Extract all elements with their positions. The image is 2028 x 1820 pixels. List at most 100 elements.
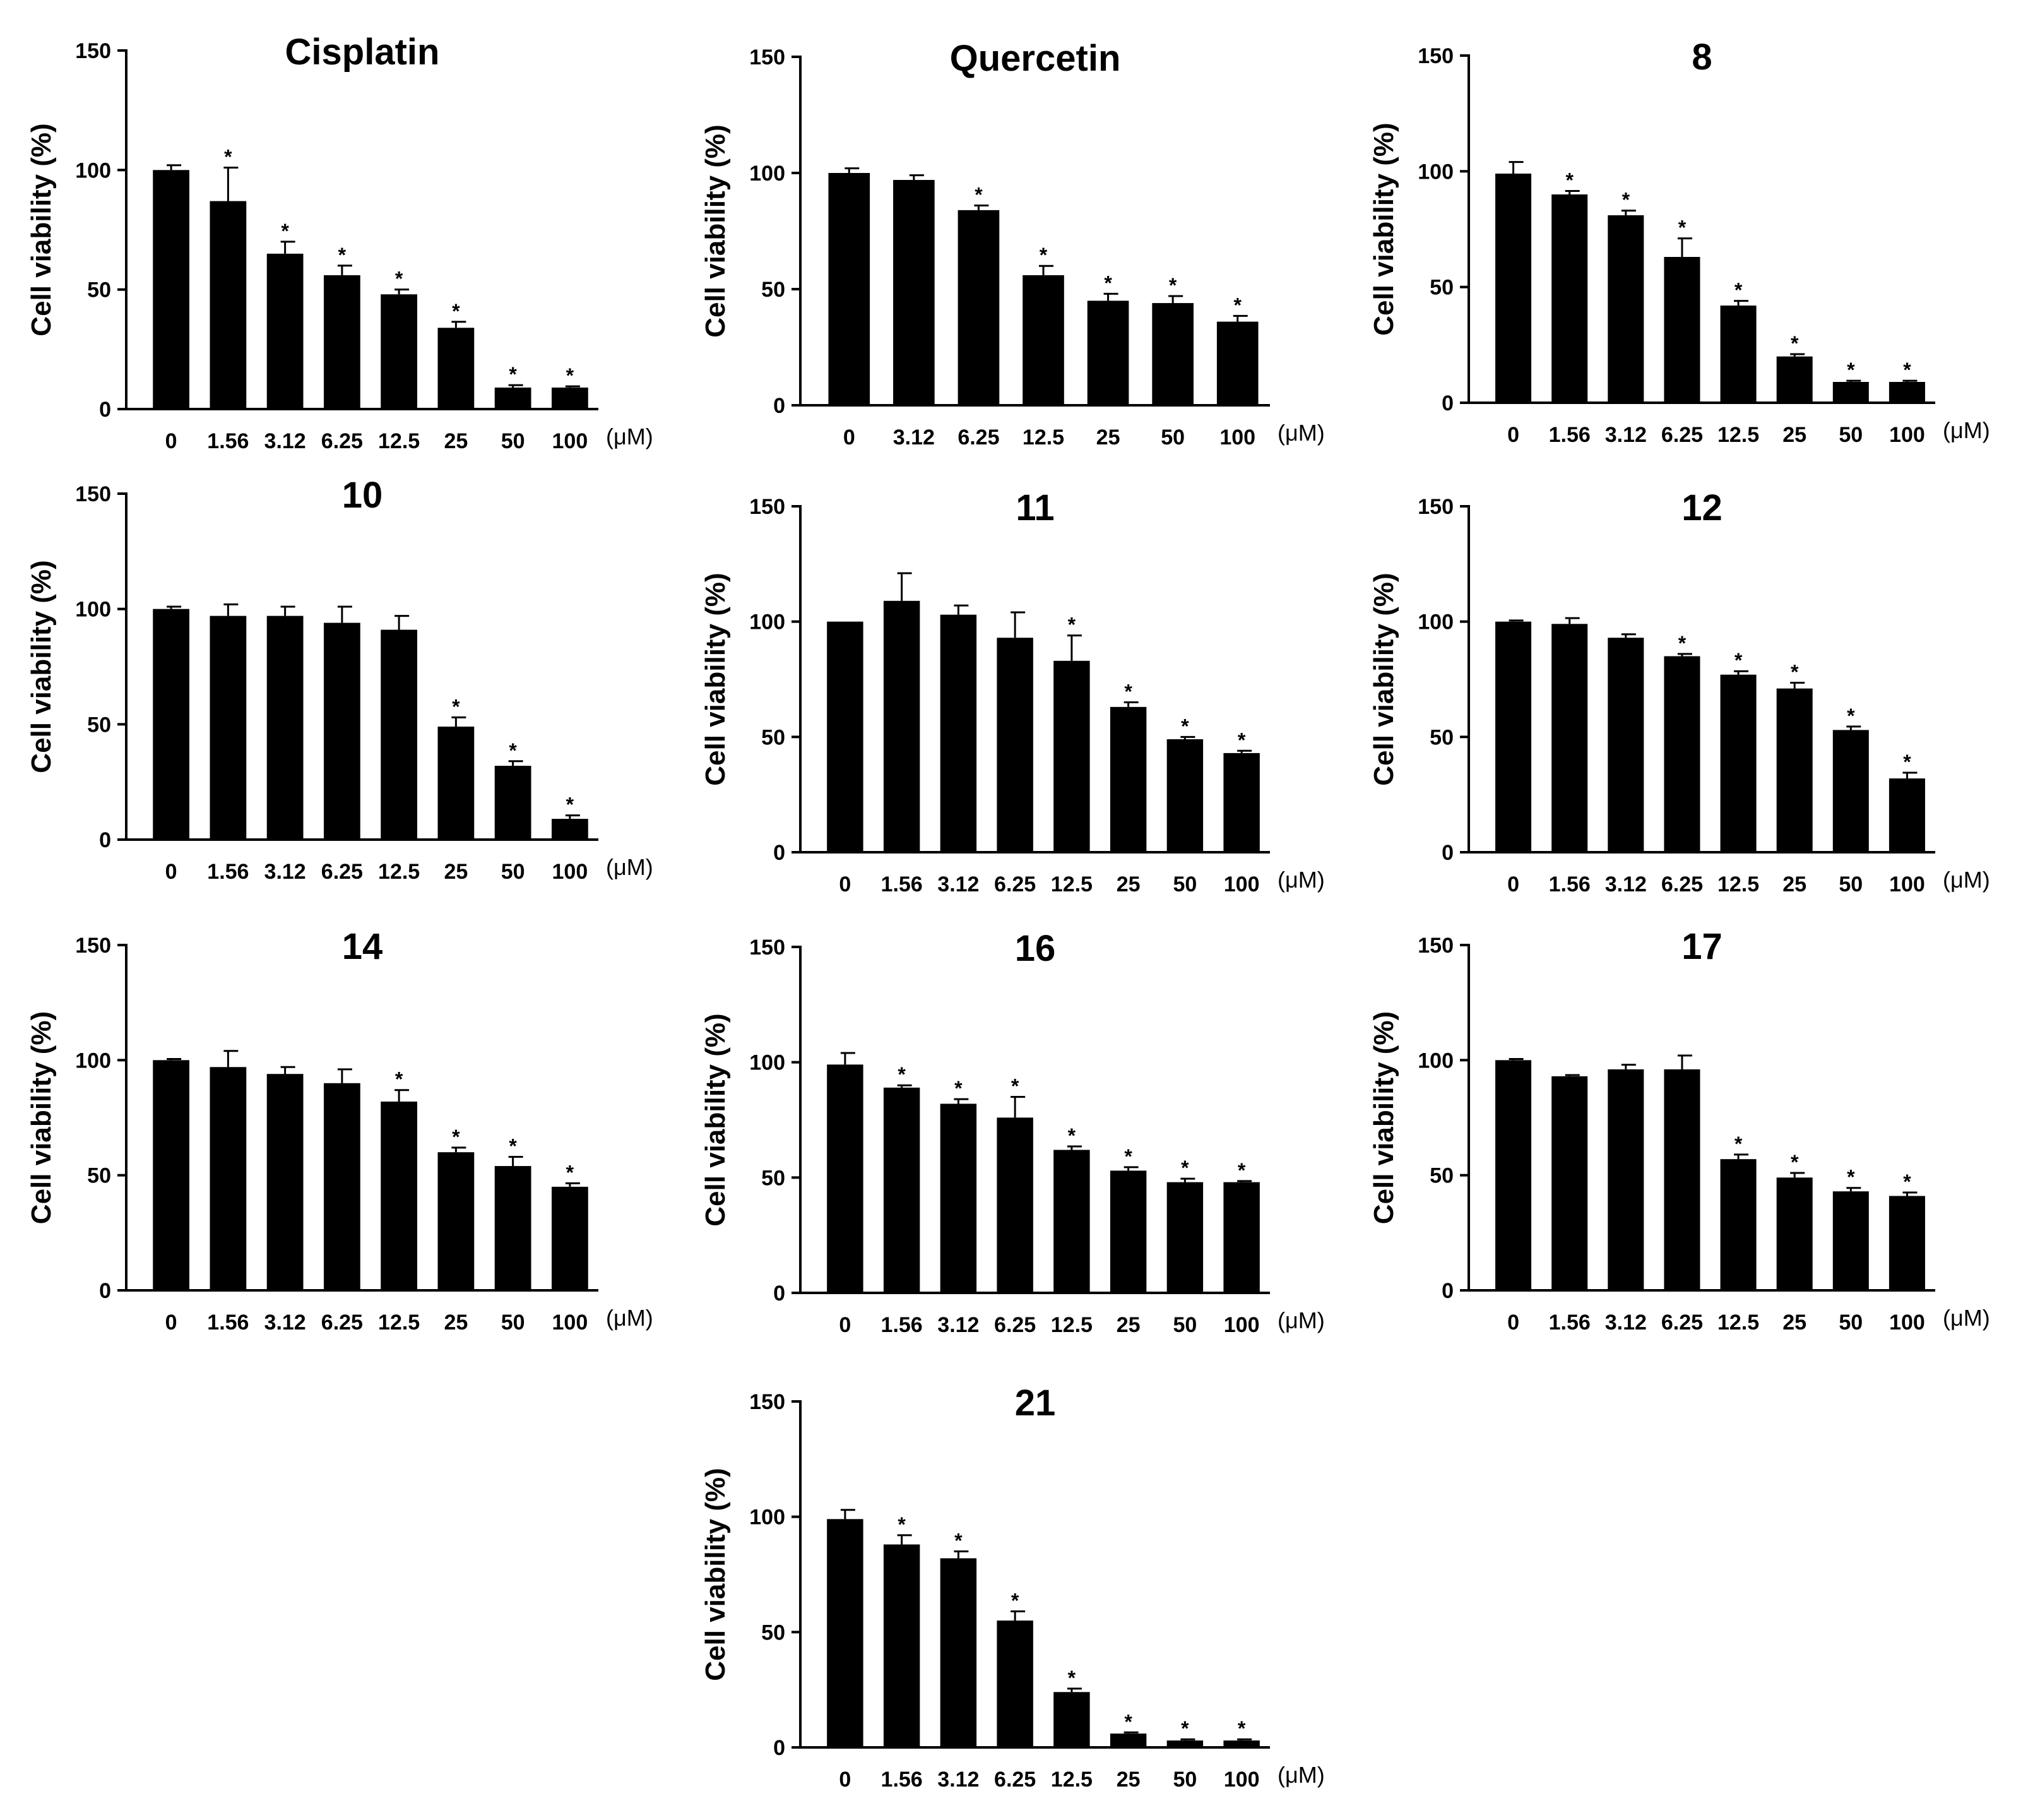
x-tick-label: 50 (1839, 1311, 1863, 1335)
significance-marker: * (975, 184, 983, 206)
x-tick-label: 25 (444, 429, 468, 453)
significance-marker: * (1903, 751, 1911, 773)
bar-3.12 (1608, 215, 1644, 403)
chart-panel-7: 16 Cell viability (%) 0 50 100 150 0 * 1.56 * 3.12… (700, 928, 1325, 1337)
x-tick-label: 50 (1161, 425, 1185, 449)
y-tick-label: 100 (75, 1049, 111, 1073)
bar-25 (1776, 1177, 1813, 1290)
significance-marker: * (1238, 1159, 1246, 1182)
x-tick-label: 3.12 (937, 1768, 979, 1792)
x-unit-label: (μM) (1278, 420, 1325, 446)
x-tick-label: 1.56 (1549, 872, 1591, 896)
significance-marker: * (1903, 1170, 1911, 1193)
significance-marker: * (224, 146, 232, 169)
significance-marker: * (898, 1513, 906, 1536)
x-tick-label: 6.25 (321, 1311, 363, 1335)
bar-3.12 (940, 1558, 977, 1747)
bar-50 (1166, 1740, 1204, 1747)
x-tick-label: 1.56 (881, 1313, 923, 1337)
y-tick-label: 50 (761, 725, 785, 749)
x-tick-label: 0 (839, 1313, 851, 1337)
bar-100 (1889, 382, 1925, 403)
x-unit-label: (μM) (1278, 1762, 1325, 1788)
y-tick-label: 0 (99, 1279, 111, 1303)
significance-marker: * (1565, 169, 1574, 192)
x-tick-label: 1.56 (207, 860, 249, 884)
bar-3.12 (266, 1074, 304, 1290)
x-tick-label: 50 (1173, 1313, 1197, 1337)
significance-marker: * (1181, 715, 1189, 737)
bar-100 (551, 819, 588, 840)
x-tick-label: 50 (1839, 872, 1863, 896)
significance-marker: * (566, 364, 574, 387)
x-tick-label: 0 (839, 872, 851, 896)
significance-marker: * (1678, 632, 1687, 655)
x-tick-label: 50 (1173, 1768, 1197, 1792)
significance-marker: * (1011, 1074, 1019, 1097)
chart-panel-1: Quercetin Cell viability (%) 0 50 100 150 0 3.1… (700, 38, 1325, 449)
x-tick-label: 12.5 (378, 860, 420, 884)
y-axis-label: Cell viability (%) (700, 1013, 731, 1226)
y-tick-label: 150 (75, 934, 111, 958)
x-tick-label: 6.25 (321, 429, 363, 453)
chart-title: 10 (342, 475, 383, 516)
x-tick-label: 6.25 (958, 425, 999, 449)
x-tick-label: 100 (552, 429, 588, 453)
bar-0 (1495, 621, 1532, 852)
bar-1.56 (210, 1067, 247, 1290)
y-tick-label: 0 (1442, 841, 1454, 865)
x-tick-label: 0 (165, 1311, 177, 1335)
y-tick-label: 100 (1418, 160, 1454, 184)
significance-marker: * (1169, 274, 1177, 297)
significance-marker: * (954, 1077, 963, 1100)
chart-title: Cisplatin (285, 32, 440, 73)
x-tick-label: 0 (165, 429, 177, 453)
x-unit-label: (μM) (1943, 1305, 1990, 1331)
significance-marker: * (1068, 1124, 1076, 1147)
y-tick-label: 50 (761, 1166, 785, 1190)
significance-marker: * (509, 1134, 517, 1157)
bar-100 (1223, 1182, 1260, 1293)
bar-6.25 (323, 1083, 360, 1290)
x-tick-label: 50 (501, 1311, 525, 1335)
significance-marker: * (1104, 271, 1112, 294)
chart-panel-4: 11 Cell viability (%) 0 50 100 150 0 1.56 3.12 6.… (700, 487, 1325, 896)
significance-marker: * (1791, 332, 1799, 355)
x-tick-label: 3.12 (893, 425, 935, 449)
bar-6.25 (1664, 656, 1700, 852)
y-tick-label: 150 (1418, 934, 1454, 958)
x-tick-label: 12.5 (1051, 1768, 1093, 1792)
y-axis-label: Cell viability (%) (1368, 573, 1399, 785)
y-tick-label: 150 (749, 936, 785, 960)
bar-12.5 (1720, 306, 1757, 403)
bar-3.12 (266, 616, 304, 840)
bar-6.25 (997, 1621, 1033, 1747)
bar-3.12 (266, 253, 304, 409)
x-tick-label: 25 (1782, 1311, 1806, 1335)
y-axis-label: Cell viability (%) (700, 1468, 731, 1680)
bar-100 (1216, 321, 1259, 405)
y-tick-label: 150 (75, 482, 111, 506)
x-tick-label: 25 (1117, 1313, 1141, 1337)
significance-marker: * (452, 1126, 460, 1148)
significance-marker: * (1238, 1717, 1246, 1740)
chart-title: 14 (342, 926, 383, 967)
bar-0 (828, 173, 870, 405)
y-axis-label: Cell viability (%) (26, 560, 57, 773)
bar-25 (437, 328, 475, 409)
x-unit-label: (μM) (1943, 867, 1990, 893)
bar-6.25 (1664, 1069, 1700, 1290)
y-tick-label: 0 (99, 398, 111, 422)
y-tick-label: 100 (749, 162, 785, 186)
significance-marker: * (1233, 294, 1242, 316)
x-tick-label: 50 (1173, 872, 1197, 896)
y-axis-label: Cell viability (%) (1368, 1011, 1399, 1224)
significance-marker: * (1068, 614, 1076, 636)
x-tick-label: 12.5 (1717, 423, 1759, 447)
significance-marker: * (338, 244, 347, 266)
x-unit-label: (μM) (606, 854, 653, 880)
x-tick-label: 25 (1096, 425, 1120, 449)
bar-25 (1776, 688, 1813, 852)
significance-marker: * (1734, 279, 1743, 302)
bar-50 (494, 766, 531, 840)
